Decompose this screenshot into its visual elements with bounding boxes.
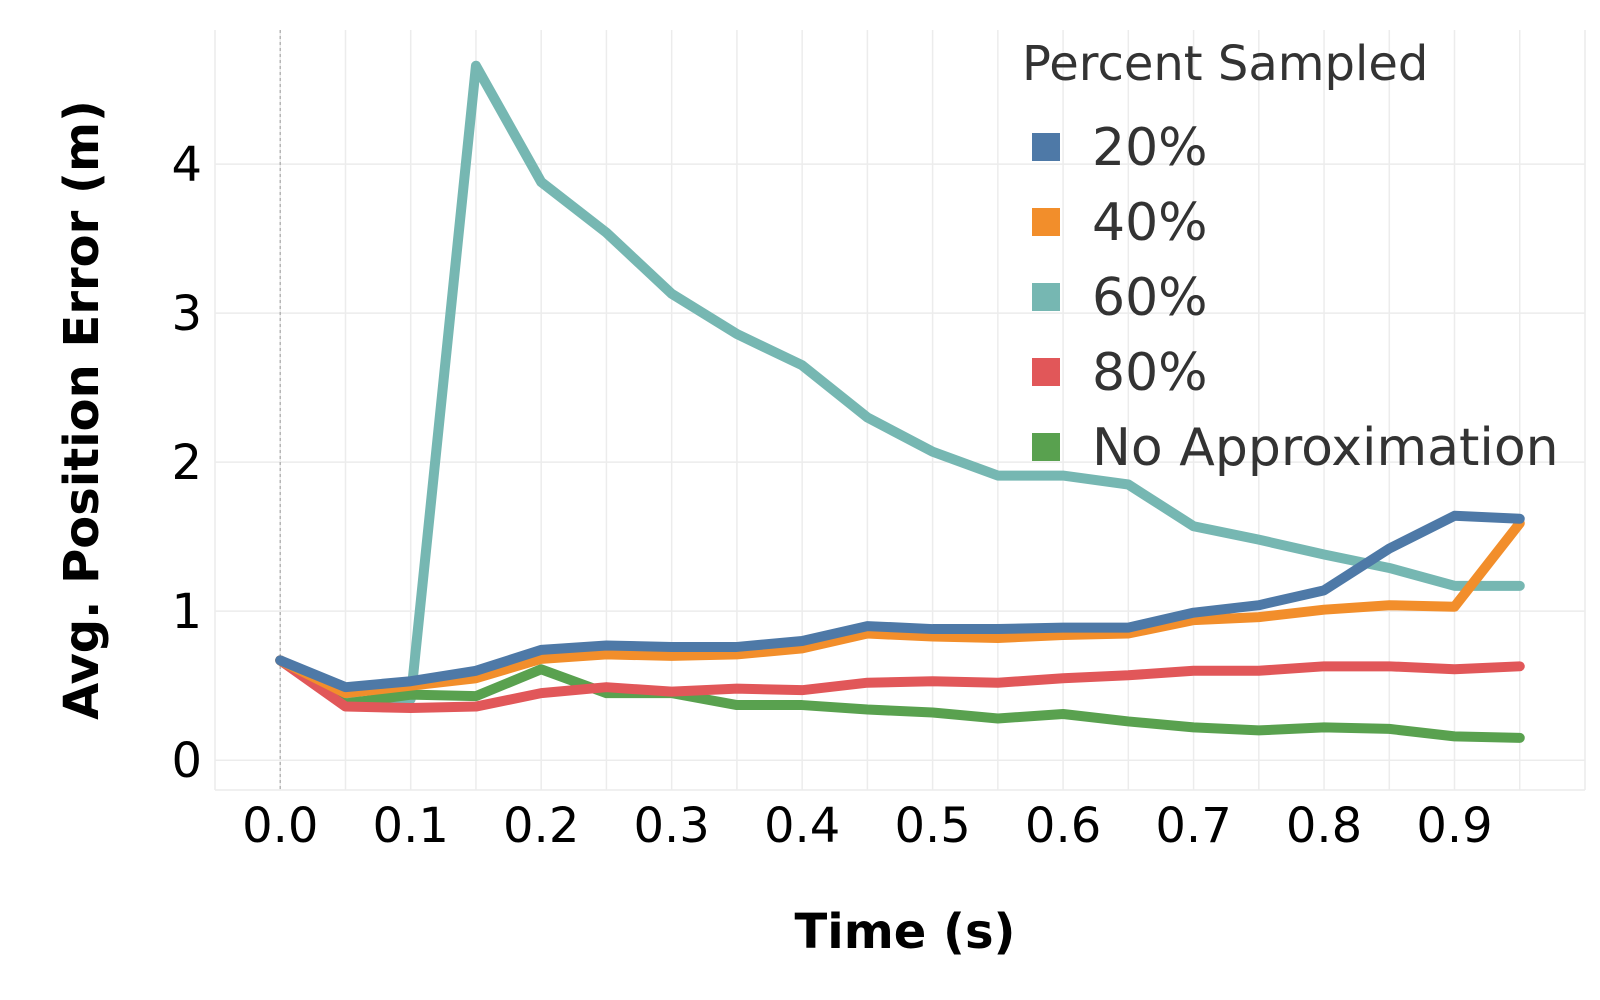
x-axis-title: Time (s) (795, 904, 1016, 960)
legend-swatch (1032, 133, 1060, 161)
legend-title: Percent Sampled (1022, 36, 1428, 92)
x-tick-label: 0.0 (242, 798, 318, 854)
x-tick-label: 0.2 (503, 798, 579, 854)
series-line-80 (275, 655, 1525, 714)
x-tick-label: 0.5 (894, 798, 970, 854)
series-line-60 (275, 60, 1525, 708)
x-tick-label: 0.6 (1025, 798, 1101, 854)
legend-swatch (1032, 208, 1060, 236)
x-tick-label: 0.1 (373, 798, 449, 854)
y-tick-label: 4 (171, 137, 202, 193)
x-tick-label: 0.3 (633, 798, 709, 854)
series-line-no-approximation (275, 655, 1525, 743)
y-tick-label: 0 (171, 733, 202, 789)
y-tick-label: 3 (171, 286, 202, 342)
legend-label: 40% (1092, 193, 1208, 253)
legend-swatch (1032, 433, 1060, 461)
x-tick-label: 0.7 (1155, 798, 1231, 854)
legend-label: 80% (1092, 343, 1208, 403)
grid-layer (214, 30, 1586, 791)
y-tick-label: 2 (171, 435, 202, 491)
x-tick-label: 0.4 (764, 798, 840, 854)
series-layer (275, 60, 1525, 743)
legend: Percent Sampled 20% 40% 60% 80% No Approxima… (1022, 36, 1559, 478)
axis-layer: 0.0 0.1 0.2 0.3 0.4 0.5 0.6 0.7 0.8 0.9 0 1 2 3 4 (171, 137, 1492, 854)
legend-label: 20% (1092, 118, 1208, 178)
series-line-20 (275, 510, 1525, 693)
legend-label: No Approximation (1092, 418, 1559, 478)
y-axis-title: Avg. Position Error (m) (54, 100, 110, 720)
y-tick-label: 1 (171, 584, 202, 640)
x-tick-label: 0.8 (1286, 798, 1362, 854)
x-tick-label: 0.9 (1416, 798, 1492, 854)
legend-swatch (1032, 358, 1060, 386)
series-line-40 (275, 518, 1525, 699)
legend-swatch (1032, 283, 1060, 311)
legend-items: 20% 40% 60% 80% No Approximation (1032, 118, 1559, 478)
legend-label: 60% (1092, 268, 1208, 328)
